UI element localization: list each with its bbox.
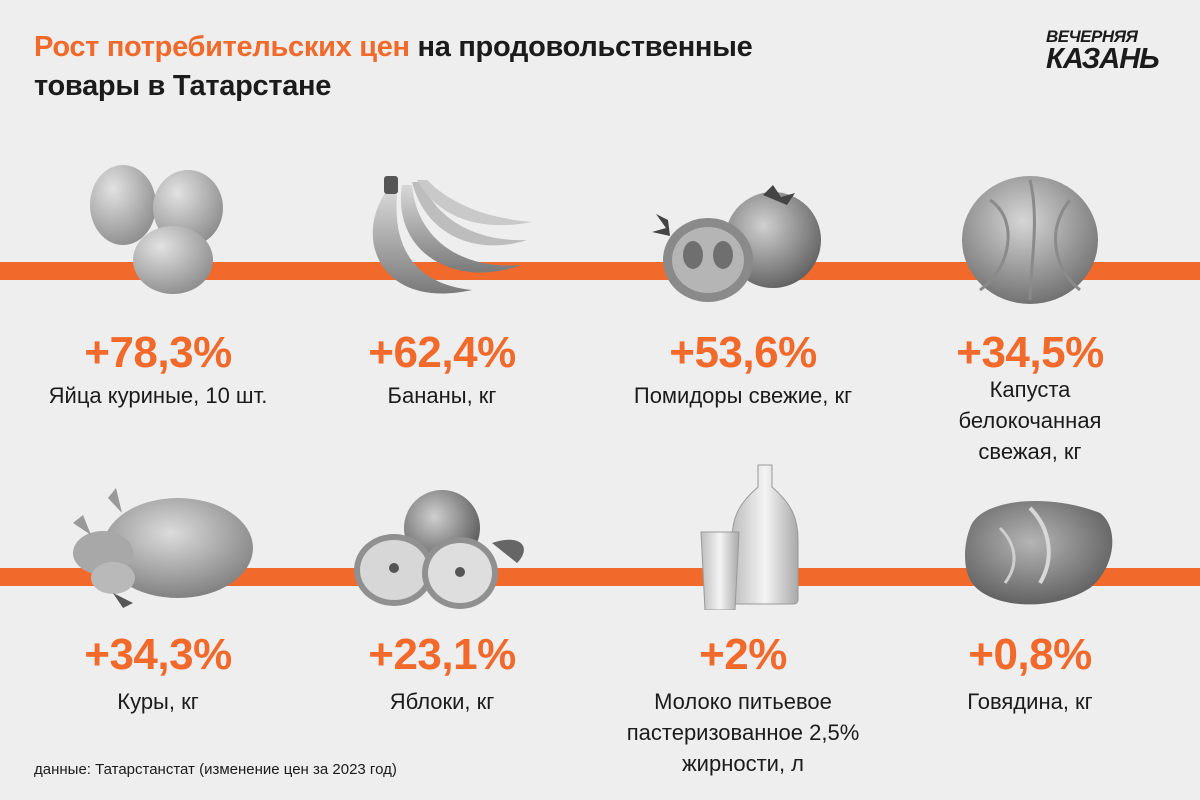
- item-milk: +2% Молоко питьевое пастеризованное 2,5%…: [593, 460, 893, 790]
- milk-icon: [593, 460, 893, 610]
- beef-icon: [880, 468, 1180, 618]
- logo-line-1: ВЕЧЕРНЯЯ: [1046, 27, 1138, 46]
- item-apples: +23,1% Яблоки, кг: [292, 468, 592, 798]
- tomatoes-icon: [593, 160, 893, 310]
- brand-logo: ВЕЧЕРНЯЯ КАЗАНЬ: [1046, 26, 1176, 75]
- item-label: Говядина, кг: [967, 689, 1093, 714]
- item-label: Капуста белокочанная свежая, кг: [958, 377, 1102, 464]
- title-accent: Рост потребительских цен: [34, 31, 410, 63]
- item-label: Бананы, кг: [387, 383, 497, 408]
- orange-band-bottom: [0, 568, 1200, 586]
- item-label: Помидоры свежие, кг: [633, 383, 853, 408]
- item-value: +34,5%: [956, 328, 1104, 377]
- item-value: +34,3%: [84, 630, 232, 679]
- item-value: +53,6%: [669, 328, 817, 377]
- item-eggs: +78,3% Яйца куриные, 10 шт.: [8, 160, 308, 470]
- item-value: +0,8%: [968, 630, 1092, 679]
- item-tomatoes: +53,6% Помидоры свежие, кг: [593, 160, 893, 470]
- item-label: Куры, кг: [117, 689, 199, 714]
- item-bananas: +62,4% Бананы, кг: [292, 160, 592, 470]
- page-title: Рост потребительских цен на продовольств…: [34, 28, 854, 106]
- item-label: Яблоки, кг: [389, 689, 495, 714]
- apples-icon: [292, 468, 592, 618]
- item-value: +23,1%: [368, 630, 516, 679]
- item-value: +78,3%: [84, 328, 232, 377]
- item-label: Молоко питьевое пастеризованное 2,5% жир…: [626, 689, 860, 776]
- cabbage-icon: [880, 160, 1180, 310]
- item-value: +62,4%: [368, 328, 516, 377]
- eggs-icon: [8, 160, 308, 310]
- data-source-note: данные: Татарстанстат (изменение цен за …: [34, 761, 397, 778]
- title-rest: на продовольственные товары в Татарстане: [34, 31, 753, 102]
- item-value: +2%: [699, 630, 787, 679]
- bananas-icon: [292, 160, 592, 310]
- item-cabbage: +34,5% Капуста белокочанная свежая, кг: [880, 160, 1180, 470]
- item-beef: +0,8% Говядина, кг: [880, 468, 1180, 798]
- item-chicken: +34,3% Куры, кг: [8, 468, 308, 798]
- item-label: Яйца куриные, 10 шт.: [48, 383, 268, 408]
- chicken-icon: [8, 468, 308, 618]
- orange-band-top: [0, 262, 1200, 280]
- logo-line-2: КАЗАНЬ: [1046, 43, 1160, 75]
